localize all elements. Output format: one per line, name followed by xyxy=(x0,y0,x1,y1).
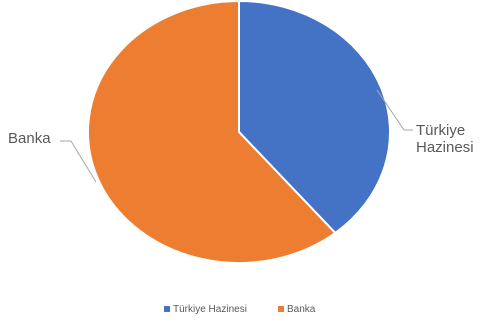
legend-label-banka: Banka xyxy=(287,304,316,315)
pie-slice-banka xyxy=(87,0,337,264)
data-label-line-1: Türkiye xyxy=(416,122,465,139)
legend: Türkiye Hazinesi Banka xyxy=(164,304,316,315)
legend-swatch-turkiye-hazinesi xyxy=(164,306,170,312)
data-label-banka: Banka xyxy=(8,130,51,147)
pie-slices xyxy=(87,0,391,264)
data-label-line-2: Hazinesi xyxy=(416,139,474,156)
legend-swatch-banka xyxy=(278,306,284,312)
data-label-turkiye-hazinesi: Türkiye Hazinesi xyxy=(416,122,474,156)
legend-label-turkiye-hazinesi: Türkiye Hazinesi xyxy=(173,304,247,315)
leader-line-banka xyxy=(60,140,97,183)
leader-line-turkiye-hazinesi xyxy=(376,89,413,131)
pie-slice-t-rkiye-hazinesi xyxy=(238,0,391,234)
